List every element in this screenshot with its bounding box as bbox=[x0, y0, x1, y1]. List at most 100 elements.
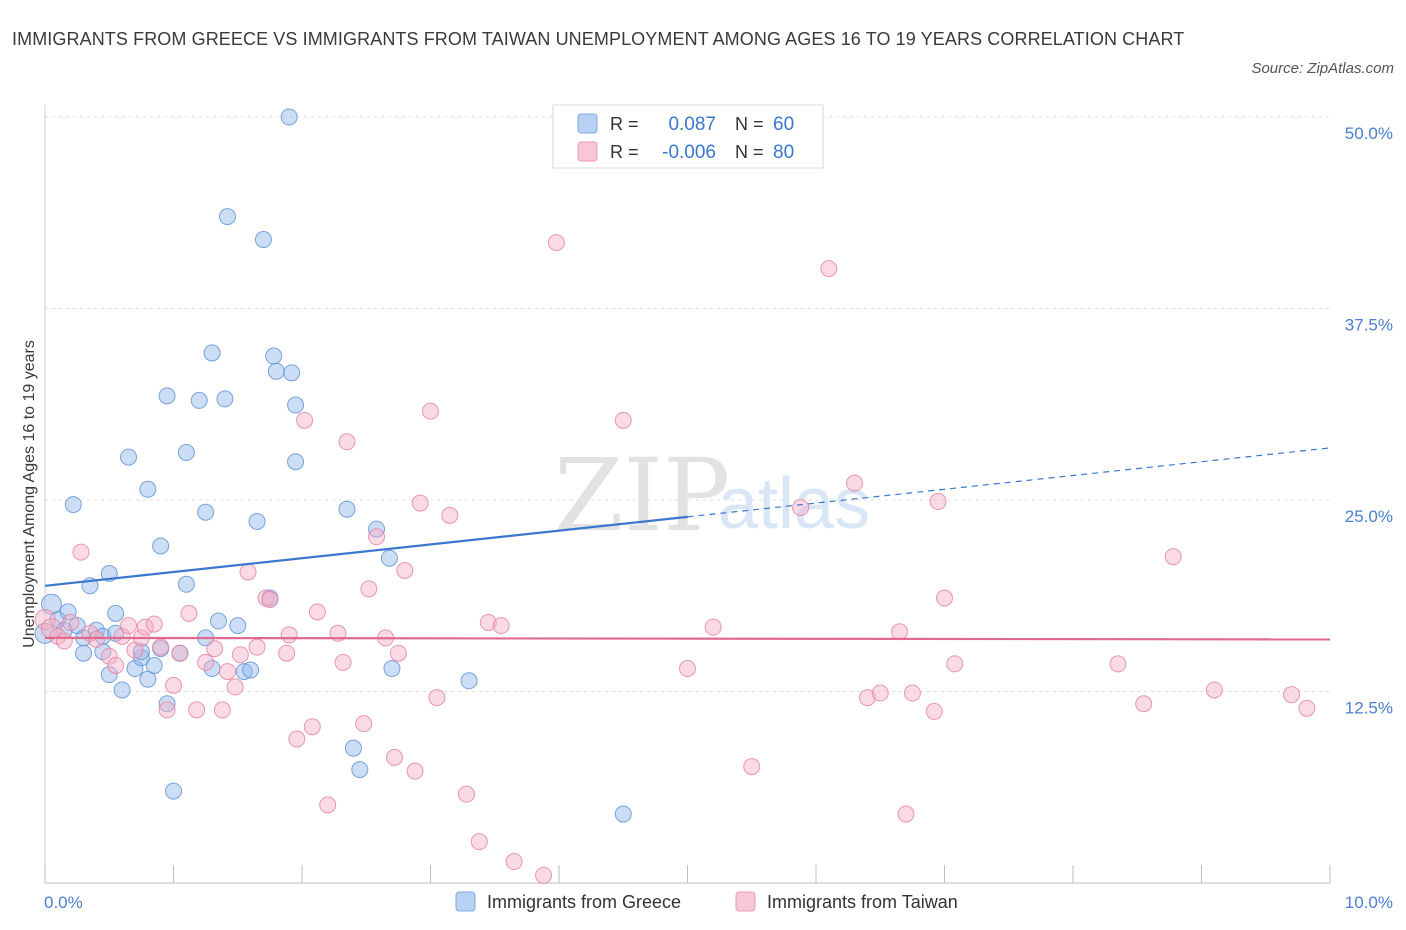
trend-lines bbox=[44, 447, 1331, 641]
point-series1-4 bbox=[62, 614, 80, 632]
point-series1-35 bbox=[296, 411, 314, 429]
point-series1-60 bbox=[547, 234, 565, 252]
point-series1-52 bbox=[428, 689, 446, 707]
watermark-atlas: atlas bbox=[718, 464, 870, 544]
gridlines bbox=[45, 116, 1330, 692]
point-series1-42 bbox=[355, 715, 373, 733]
point-series0-8 bbox=[75, 644, 93, 662]
y-tick-label-2: 37.5% bbox=[1345, 316, 1393, 335]
legend-swatch-taiwan[interactable] bbox=[735, 891, 756, 912]
point-series1-34 bbox=[288, 730, 306, 748]
point-series0-27 bbox=[158, 695, 176, 713]
point-series1-48 bbox=[396, 561, 414, 579]
point-series0-24 bbox=[145, 656, 163, 674]
point-series1-82 bbox=[936, 589, 953, 607]
point-series1-51 bbox=[422, 402, 439, 420]
point-series0-47 bbox=[265, 347, 283, 365]
point-series0-23 bbox=[139, 480, 157, 498]
point-series0-33 bbox=[190, 391, 208, 409]
point-series0-34 bbox=[197, 503, 215, 521]
axes bbox=[44, 105, 1331, 884]
trend-extension-series0 bbox=[687, 447, 1331, 518]
stats-swatch-greece bbox=[577, 113, 598, 134]
point-series1-56 bbox=[479, 614, 497, 632]
point-series0-19 bbox=[126, 660, 144, 678]
point-series1-44 bbox=[368, 528, 386, 546]
point-series1-8 bbox=[100, 647, 118, 665]
point-series1-22 bbox=[197, 653, 215, 671]
stats-legend-box bbox=[552, 104, 824, 169]
point-series1-21 bbox=[188, 701, 206, 719]
point-series1-7 bbox=[87, 630, 105, 648]
point-series1-41 bbox=[338, 433, 356, 451]
y-tick-label-3: 50.0% bbox=[1345, 124, 1393, 143]
point-series0-6 bbox=[64, 496, 82, 514]
point-series1-23 bbox=[206, 640, 224, 658]
point-series0-51 bbox=[287, 453, 305, 471]
point-series0-40 bbox=[218, 208, 236, 226]
point-series1-25 bbox=[218, 663, 236, 681]
point-series0-32 bbox=[177, 444, 195, 462]
point-series1-33 bbox=[280, 626, 298, 644]
point-series1-75 bbox=[1109, 655, 1127, 673]
point-series0-49 bbox=[280, 108, 298, 126]
point-series1-3 bbox=[55, 632, 73, 650]
point-series1-24 bbox=[213, 701, 231, 719]
point-series0-41 bbox=[229, 617, 247, 635]
series-legend: Immigrants from Greece Immigrants from T… bbox=[455, 891, 958, 912]
point-series0-44 bbox=[248, 512, 266, 530]
stats-r-label-greece: R = bbox=[610, 114, 639, 134]
point-series1-36 bbox=[303, 718, 321, 736]
point-series0-31 bbox=[177, 575, 195, 593]
point-series1-9 bbox=[107, 656, 125, 674]
x-tick-label-max: 10.0% bbox=[1345, 893, 1393, 912]
legend-label-taiwan[interactable]: Immigrants from Taiwan bbox=[767, 892, 958, 912]
point-series0-22 bbox=[139, 670, 157, 688]
watermark: ZIP atlas bbox=[554, 437, 870, 554]
point-series0-13 bbox=[100, 666, 118, 684]
point-series1-16 bbox=[152, 638, 170, 656]
point-series0-48 bbox=[267, 362, 285, 380]
point-series1-65 bbox=[792, 499, 810, 517]
point-series0-36 bbox=[203, 344, 221, 362]
point-series1-58 bbox=[505, 853, 523, 871]
point-series1-32 bbox=[278, 644, 296, 662]
point-series0-28 bbox=[158, 387, 176, 405]
watermark-zip: ZIP bbox=[554, 437, 730, 554]
point-series0-53 bbox=[338, 500, 356, 518]
point-series1-71 bbox=[903, 684, 921, 702]
point-series0-16 bbox=[107, 604, 125, 622]
point-series0-60 bbox=[614, 805, 632, 823]
point-series0-57 bbox=[380, 549, 398, 567]
point-series1-14 bbox=[136, 618, 154, 636]
point-series1-79 bbox=[1282, 686, 1300, 704]
point-series1-38 bbox=[319, 796, 337, 814]
point-series0-54 bbox=[344, 739, 362, 757]
point-series0-42 bbox=[235, 663, 253, 681]
point-series1-73 bbox=[925, 702, 943, 720]
point-series0-4 bbox=[59, 603, 77, 621]
point-series0-29 bbox=[165, 782, 182, 800]
point-series1-5 bbox=[72, 543, 90, 561]
point-series1-15 bbox=[145, 615, 163, 633]
point-series1-54 bbox=[457, 785, 475, 803]
legend-swatch-greece[interactable] bbox=[455, 891, 476, 912]
point-series0-18 bbox=[120, 448, 138, 466]
point-series1-66 bbox=[820, 260, 838, 278]
stats-r-value-greece: 0.087 bbox=[668, 114, 716, 135]
point-series0-17 bbox=[113, 681, 131, 699]
data-points bbox=[34, 108, 1316, 884]
point-series1-46 bbox=[386, 748, 404, 766]
point-series1-11 bbox=[120, 617, 138, 635]
point-series0-38 bbox=[209, 612, 227, 630]
y-tick-label-0: 12.5% bbox=[1345, 699, 1393, 718]
stats-swatch-taiwan bbox=[577, 141, 598, 162]
stats-legend: R = 0.087 N = 60 R = -0.006 N = 80 bbox=[552, 104, 824, 169]
point-series1-28 bbox=[239, 563, 257, 581]
y-tick-label-1: 25.0% bbox=[1345, 507, 1393, 526]
point-series0-55 bbox=[351, 761, 369, 779]
stats-n-label-taiwan: N = bbox=[735, 142, 764, 162]
point-series1-69 bbox=[871, 684, 889, 702]
legend-label-greece[interactable]: Immigrants from Greece bbox=[487, 892, 681, 912]
